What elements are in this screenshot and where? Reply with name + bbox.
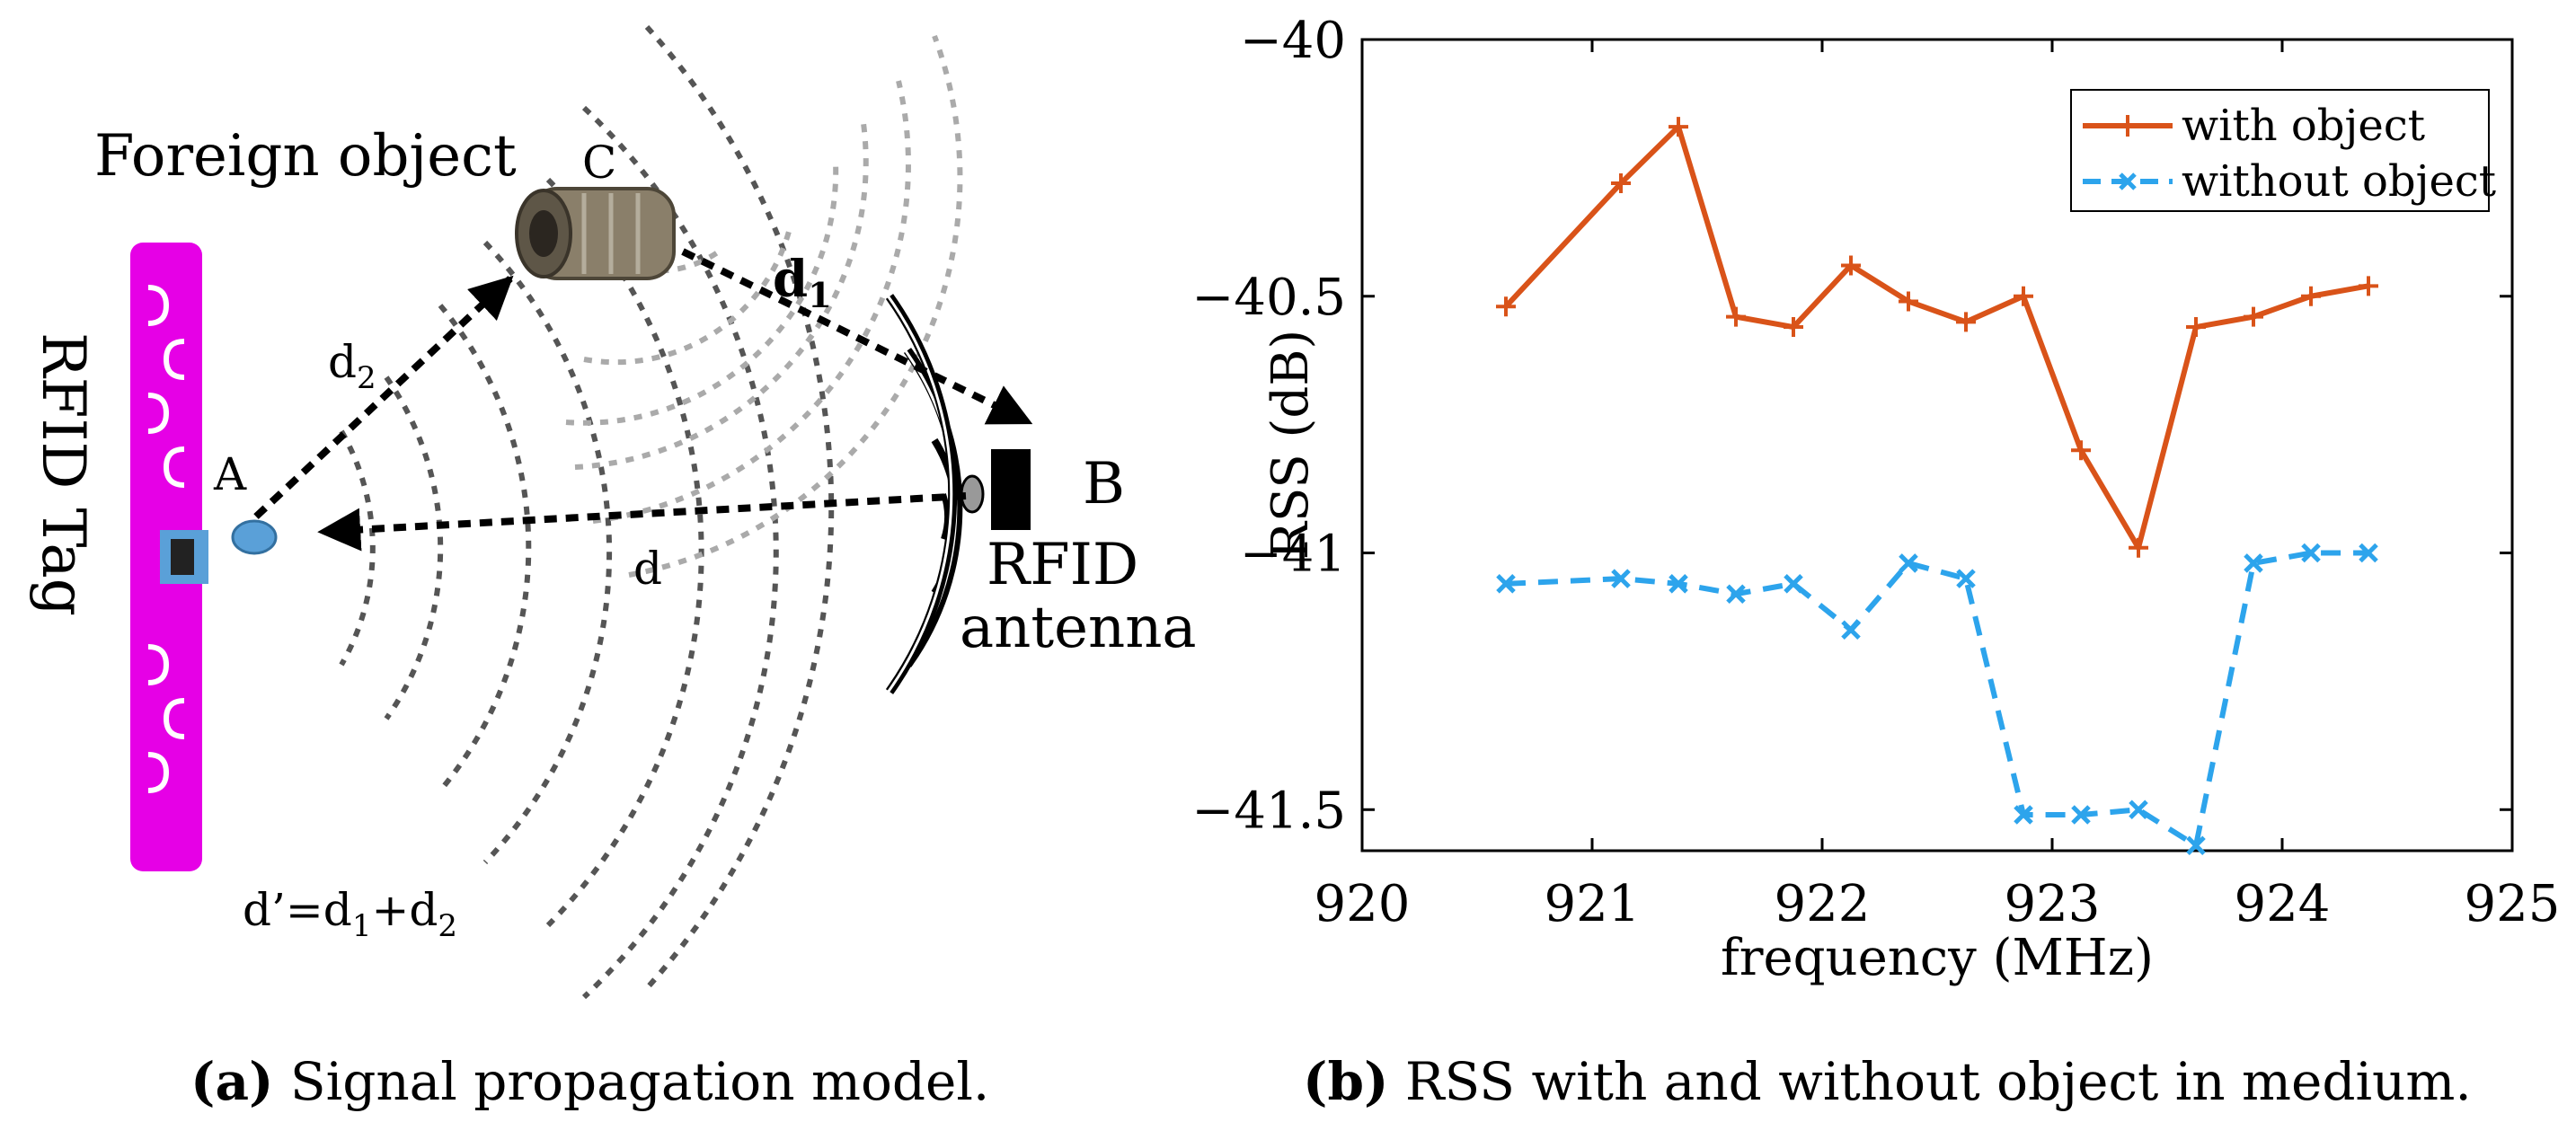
caption-a-letter: (a)	[190, 1051, 274, 1112]
x-tick-label: 925	[2465, 875, 2561, 933]
plot-frame	[1360, 38, 2514, 853]
x-tick-label: 921	[1545, 875, 1641, 933]
data-point-marker	[2014, 286, 2033, 306]
x-tick-label: 920	[1315, 875, 1411, 933]
data-point-marker	[2129, 537, 2148, 558]
caption-b-letter: (b)	[1303, 1051, 1389, 1112]
antenna-beam	[883, 291, 963, 697]
data-point-marker	[1496, 574, 1516, 594]
data-point-marker	[2301, 543, 2321, 563]
series-layer	[1496, 117, 2378, 856]
signal-propagation-diagram: RFID Tag A Foreign object C B RFID anten…	[29, 24, 1197, 1000]
data-point-marker	[2244, 553, 2263, 573]
foreign-object	[515, 187, 676, 280]
data-point-marker	[1956, 312, 1976, 332]
data-point-marker	[1841, 620, 1861, 641]
data-point-marker	[2129, 800, 2148, 820]
rfid-tag-label: RFID Tag	[29, 332, 98, 616]
antenna-label-line1: RFID	[987, 532, 1138, 598]
rfid-tag	[130, 243, 208, 871]
series-line	[1505, 550, 2368, 849]
rss-chart: 920 921 922 923 924 925 −40 −40.5 −41 −41.5 freq…	[1191, 12, 2561, 987]
data-point-marker	[2071, 805, 2091, 825]
data-point-marker	[1841, 255, 1861, 276]
foreign-object-label: Foreign object	[94, 123, 517, 190]
path-formula: d’=d1+d2	[243, 884, 457, 944]
point-a-marker	[231, 519, 278, 555]
y-axis: −40 −40.5 −41 −41.5	[1191, 12, 2512, 840]
data-point-marker	[1726, 306, 1746, 327]
data-point-marker	[1899, 553, 1918, 573]
data-point-marker	[1669, 574, 1688, 594]
caption-b-text: RSS with and without object in medium.	[1388, 1051, 2472, 1112]
path-d2-arrow	[253, 275, 514, 519]
legend: with object without object	[2070, 89, 2496, 212]
data-point-marker	[1669, 117, 1688, 137]
data-point-marker	[1784, 574, 1803, 594]
point-a-label: A	[213, 448, 247, 500]
legend-label-without-object: without object	[2182, 156, 2496, 207]
data-point-marker	[2359, 276, 2378, 296]
y-tick-label: −41.5	[1191, 782, 1346, 840]
x-tick-label: 924	[2235, 875, 2331, 933]
d1-label: d1	[773, 250, 832, 315]
y-tick-label: −40.5	[1191, 269, 1346, 327]
data-point-marker	[1784, 317, 1803, 338]
antenna-panel	[991, 449, 1031, 530]
y-axis-label: RSS (dB)	[1261, 330, 1320, 560]
caption-panel-a: (a) Signal propagation model.	[190, 1051, 989, 1112]
d2-label: d2	[328, 336, 376, 396]
data-point-marker	[2359, 543, 2378, 563]
antenna-label-line2: antenna	[960, 595, 1197, 661]
x-tick-label: 923	[2005, 875, 2101, 933]
data-point-marker	[2014, 805, 2033, 825]
x-axis-label: frequency (MHz)	[1721, 929, 2154, 987]
propagation-paths	[253, 248, 1033, 552]
legend-box	[2070, 89, 2490, 212]
data-point-marker	[2186, 317, 2206, 338]
x-axis: 920 921 922 923 924 925	[1315, 40, 2561, 933]
x-tick-label: 922	[1775, 875, 1871, 933]
data-point-marker	[2244, 306, 2263, 327]
series-with-object	[1496, 117, 2378, 558]
data-point-marker	[2301, 286, 2321, 306]
caption-panel-b: (b) RSS with and without object in mediu…	[1303, 1051, 2472, 1112]
data-point-marker	[1611, 569, 1631, 588]
data-point-marker	[1496, 296, 1516, 317]
point-b-label: B	[1083, 451, 1125, 517]
data-point-marker	[1899, 291, 1918, 312]
point-c-label: C	[582, 137, 616, 189]
data-point-marker	[2071, 440, 2091, 461]
data-point-marker	[2186, 835, 2206, 856]
data-point-marker	[1611, 173, 1631, 194]
caption-a-text: Signal propagation model.	[273, 1051, 990, 1112]
y-tick-label: −40	[1240, 12, 1346, 70]
d-label: d	[633, 543, 662, 595]
y-tick-label: −41	[1240, 526, 1346, 584]
data-point-marker	[1726, 584, 1746, 605]
legend-label-with-object: with object	[2182, 101, 2425, 151]
series-without-object	[1496, 543, 2378, 856]
data-point-marker	[1956, 569, 1976, 588]
